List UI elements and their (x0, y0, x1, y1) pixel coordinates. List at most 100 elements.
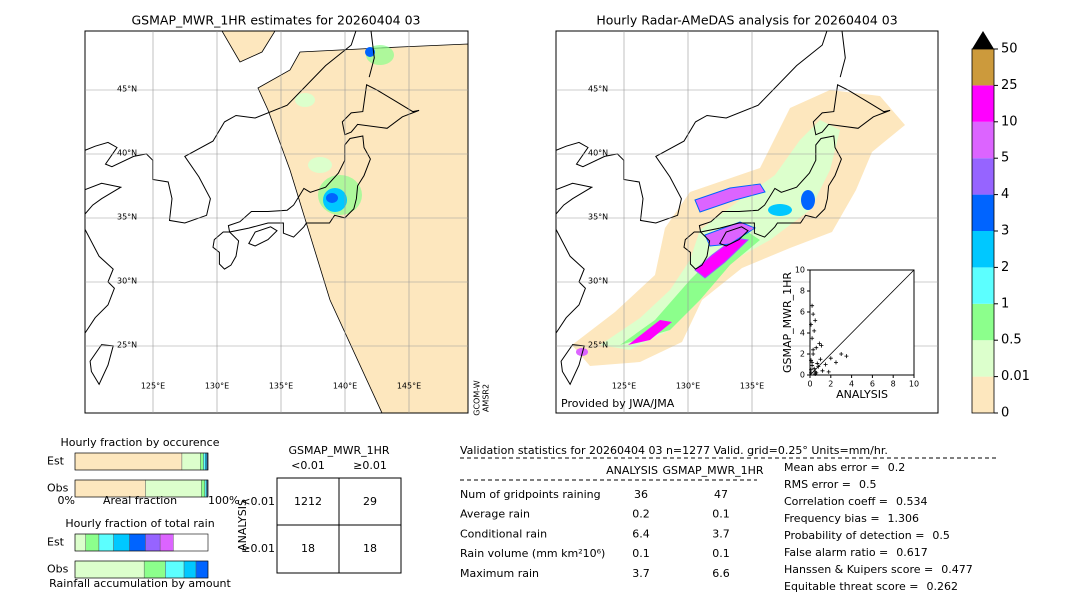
point (811, 347, 816, 352)
lat-label: 45°N (117, 85, 137, 94)
colorbar-label: 0.5 (1001, 333, 1022, 348)
lat-label: 25°N (588, 341, 608, 350)
left-map-area (85, 31, 468, 413)
right-map-area (556, 31, 938, 413)
category-label: Est (47, 455, 65, 468)
bar-segment (200, 452, 204, 471)
color-bin (972, 231, 994, 268)
colorbar-label: 25 (1001, 78, 1018, 93)
category-label: Obs (47, 482, 69, 495)
table-title: GSMAP_MWR_1HR (288, 444, 389, 457)
y-tick-label: 10 (795, 266, 805, 275)
coastline (839, 31, 846, 78)
point (819, 343, 824, 348)
coastline (227, 135, 371, 238)
point (810, 336, 815, 341)
point (820, 368, 825, 373)
row-label: ≥0.01 (241, 542, 275, 555)
bar-segment (183, 560, 197, 579)
score-value: 0.534 (896, 495, 928, 508)
row-label: Conditional rain (460, 527, 547, 540)
bar-segment (74, 533, 86, 552)
value: 6.6 (712, 567, 730, 580)
lat-label: 45°N (588, 85, 608, 94)
col-header: ANALYSIS (606, 464, 658, 477)
point (811, 352, 816, 356)
colorbar-label: 0 (1001, 406, 1009, 421)
lon-label: 125°E (141, 382, 165, 391)
map-title: GSMAP_MWR_1HR estimates for 20260404 03 (132, 13, 421, 28)
colorbar-label: 1 (1001, 296, 1009, 311)
col-label: ≥0.01 (353, 459, 387, 472)
y-axis-label: GSMAP_MWR_1HR (781, 272, 794, 373)
value: 0.1 (632, 547, 650, 560)
bar-segment (98, 533, 114, 552)
lon-label: 130°E (205, 382, 229, 391)
colorbar-label: 50 (1001, 42, 1018, 57)
y-tick-label: 2 (800, 350, 805, 359)
lon-label: 125°E (612, 382, 636, 391)
score-label: False alarm ratio = (784, 546, 888, 559)
y-tick-label: 6 (800, 308, 805, 317)
colorbar-label: 10 (1001, 114, 1018, 129)
row-label: Rain volume (mm km²10⁶) (460, 547, 605, 560)
side-note: AMSR2 (482, 384, 491, 412)
lon-label: 135°E (269, 382, 293, 391)
coastline (719, 226, 749, 247)
color-bin (972, 267, 994, 304)
x-axis-label: ANALYSIS (836, 388, 888, 401)
bar-frame (74, 452, 209, 471)
point (834, 360, 838, 365)
score-value: 1.306 (888, 512, 920, 525)
coastline (812, 84, 891, 136)
bar-frame (74, 479, 209, 498)
point (826, 369, 831, 374)
bar-frame (74, 533, 209, 552)
lat-label: 40°N (588, 149, 608, 158)
bar-frame (74, 560, 209, 579)
category-label: Obs (47, 563, 69, 576)
value: 0.1 (712, 547, 730, 560)
value: 3.7 (712, 527, 730, 540)
col-header: GSMAP_MWR_1HR (662, 464, 763, 477)
point (812, 366, 817, 371)
point (812, 328, 817, 333)
point (811, 312, 816, 317)
category-label: Est (47, 536, 65, 549)
point (814, 370, 819, 375)
bar-title: Hourly fraction by occurence (61, 436, 220, 449)
x-tick-label: 100% (208, 494, 239, 507)
point (815, 361, 820, 366)
cell: 29 (363, 495, 377, 508)
x-tick-label: 0 (807, 380, 812, 389)
x-axis-label: Rainfall accumulation by amount (49, 577, 231, 590)
lat-label: 35°N (117, 213, 137, 222)
side-note: GCOM-W (473, 380, 482, 416)
point (818, 357, 823, 362)
bar-segment (145, 533, 161, 552)
y-tick-label: 8 (800, 287, 805, 296)
color-bin (972, 121, 994, 159)
row-title: ANALYSIS (236, 499, 249, 551)
score-label: RMS error = (784, 478, 851, 491)
score-label: Probability of detection = (784, 529, 924, 542)
bar-segment (195, 560, 209, 579)
value: 47 (714, 488, 728, 501)
coastline (341, 84, 420, 136)
diagonal (809, 269, 915, 376)
x-tick-label: 10 (909, 380, 919, 389)
value: 0.2 (632, 508, 650, 521)
score-label: Correlation coeff = (784, 495, 888, 508)
color-bin (972, 158, 994, 195)
bar-segment (181, 452, 201, 471)
col-label: <0.01 (291, 459, 325, 472)
score-value: 0.5 (859, 478, 877, 491)
x-tick-label: 8 (891, 380, 896, 389)
color-bin (972, 303, 994, 341)
coastline (85, 182, 123, 334)
colorbar-label: 3 (1001, 224, 1009, 239)
value: 36 (634, 488, 648, 501)
point (823, 362, 828, 367)
value: 0.1 (712, 508, 730, 521)
